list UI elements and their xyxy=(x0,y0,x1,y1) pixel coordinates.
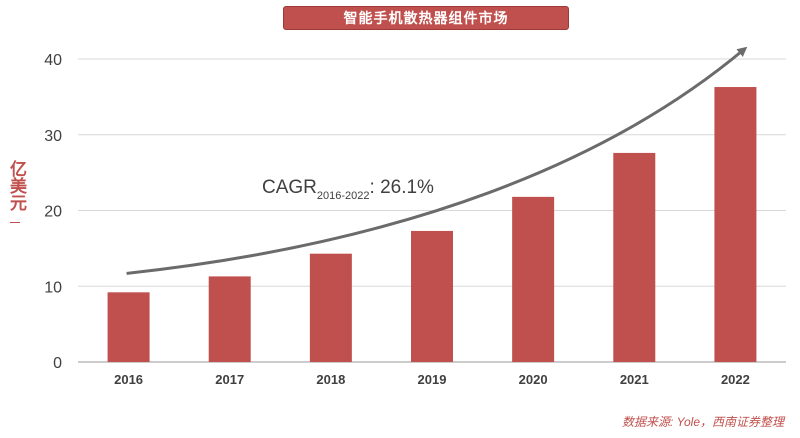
x-tick-label: 2018 xyxy=(316,372,345,387)
y-tick-label: 40 xyxy=(44,52,62,69)
y-tick-label: 30 xyxy=(44,128,62,145)
bar xyxy=(714,87,757,362)
cagr-suffix: : 26.1% xyxy=(370,177,435,198)
y-tick-label: 0 xyxy=(53,355,62,372)
chart-title-text: 智能手机散热器组件市场 xyxy=(343,10,509,26)
trend-arrow xyxy=(126,46,748,275)
y-axis-label: 亿美元 xyxy=(4,160,26,223)
x-tick-label: 2016 xyxy=(114,372,143,387)
bar xyxy=(411,230,453,362)
y-axis-label-text: 亿美元 xyxy=(7,160,26,211)
cagr-annotation: CAGR2016-2022: 26.1% xyxy=(262,177,434,202)
bar xyxy=(107,292,150,362)
source-note: 数据来源: Yole，西南证券整理 xyxy=(621,415,784,429)
x-tick-label: 2022 xyxy=(721,372,750,387)
x-tick-label: 2021 xyxy=(620,372,649,387)
chart-title: 智能手机散热器组件市场 xyxy=(283,6,569,30)
trend-arrow-curve xyxy=(126,46,748,275)
cagr-subscript: 2016-2022 xyxy=(317,190,370,202)
bars xyxy=(107,87,757,362)
cagr-main: CAGR xyxy=(262,177,317,198)
y-tick-labels: 0 10 20 30 40 xyxy=(44,52,62,372)
x-tick-label: 2020 xyxy=(519,372,548,387)
x-tick-label: 2017 xyxy=(215,372,244,387)
bar xyxy=(613,152,656,362)
y-tick-label: 20 xyxy=(44,204,62,221)
x-tick-label: 2019 xyxy=(418,372,447,387)
bar xyxy=(309,253,352,362)
bar xyxy=(512,196,555,362)
x-tick-labels: 2016 2017 2018 2019 2020 2021 2022 xyxy=(114,372,750,387)
bar xyxy=(208,276,251,362)
y-tick-label: 10 xyxy=(44,279,62,296)
y-axis-label-underline xyxy=(10,222,20,223)
